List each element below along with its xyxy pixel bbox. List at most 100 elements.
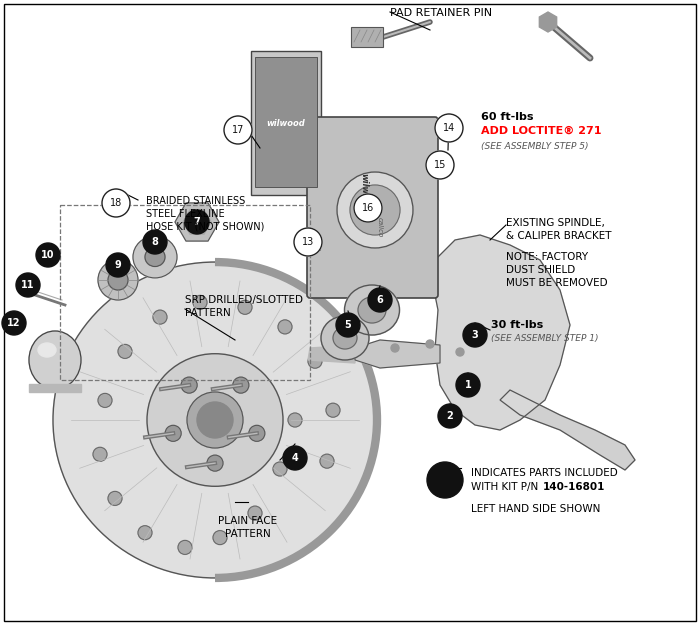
Circle shape	[185, 210, 209, 234]
Circle shape	[178, 541, 192, 554]
Circle shape	[273, 462, 287, 476]
Text: 15: 15	[434, 160, 446, 170]
Circle shape	[354, 194, 382, 222]
Text: 9: 9	[115, 260, 121, 270]
Circle shape	[224, 116, 252, 144]
Circle shape	[426, 151, 454, 179]
Ellipse shape	[133, 236, 177, 278]
Text: 17: 17	[232, 125, 244, 135]
Text: 11: 11	[21, 280, 35, 290]
Circle shape	[233, 377, 249, 393]
Circle shape	[143, 230, 167, 254]
Circle shape	[16, 273, 40, 297]
Circle shape	[463, 323, 487, 347]
Circle shape	[435, 114, 463, 142]
Circle shape	[106, 253, 130, 277]
Text: 18: 18	[110, 198, 122, 208]
Ellipse shape	[147, 354, 283, 486]
Text: 8: 8	[152, 237, 158, 247]
Circle shape	[248, 506, 262, 520]
Ellipse shape	[321, 316, 369, 360]
Ellipse shape	[333, 327, 357, 349]
FancyBboxPatch shape	[255, 57, 317, 187]
Text: 16: 16	[362, 203, 374, 213]
Circle shape	[238, 300, 252, 314]
Circle shape	[213, 531, 227, 544]
Polygon shape	[500, 390, 635, 470]
Circle shape	[36, 243, 60, 267]
Text: 13: 13	[302, 237, 314, 247]
FancyBboxPatch shape	[251, 51, 321, 195]
Text: 2: 2	[447, 411, 454, 421]
Circle shape	[438, 404, 462, 428]
Text: wilwood: wilwood	[360, 173, 368, 211]
Circle shape	[426, 340, 434, 348]
Circle shape	[98, 393, 112, 408]
Ellipse shape	[29, 331, 81, 389]
Circle shape	[350, 185, 400, 235]
Text: 5: 5	[344, 320, 351, 330]
Circle shape	[433, 468, 457, 492]
Text: 3: 3	[472, 330, 478, 340]
Circle shape	[193, 296, 207, 309]
FancyBboxPatch shape	[351, 27, 383, 47]
Text: BRAIDED STAINLESS
STEEL FLEXLINE
HOSE KIT (NOT SHOWN): BRAIDED STAINLESS STEEL FLEXLINE HOSE KI…	[146, 196, 265, 232]
Text: LEFT HAND SIDE SHOWN: LEFT HAND SIDE SHOWN	[471, 504, 601, 514]
Circle shape	[368, 288, 392, 312]
FancyBboxPatch shape	[307, 117, 438, 298]
Bar	[60, 205, 310, 380]
Circle shape	[308, 354, 322, 368]
Text: NOTE: FACTORY
DUST SHIELD
MUST BE REMOVED: NOTE: FACTORY DUST SHIELD MUST BE REMOVE…	[506, 252, 608, 288]
Polygon shape	[183, 210, 211, 234]
Circle shape	[153, 310, 167, 324]
Text: 14: 14	[443, 123, 455, 133]
Circle shape	[2, 311, 26, 335]
Polygon shape	[175, 203, 219, 241]
Circle shape	[118, 344, 132, 358]
Polygon shape	[539, 12, 556, 32]
Circle shape	[165, 426, 181, 441]
Circle shape	[207, 455, 223, 471]
Circle shape	[197, 402, 233, 438]
Circle shape	[427, 462, 463, 498]
Text: (SEE ASSEMBLY STEP 5): (SEE ASSEMBLY STEP 5)	[481, 142, 589, 151]
Circle shape	[98, 260, 138, 300]
Circle shape	[102, 189, 130, 217]
Circle shape	[288, 413, 302, 427]
Circle shape	[248, 426, 265, 441]
Circle shape	[93, 448, 107, 461]
Ellipse shape	[53, 262, 377, 578]
Bar	[29, 384, 81, 392]
Text: wilwood: wilwood	[267, 119, 305, 127]
Circle shape	[108, 270, 128, 290]
Circle shape	[391, 344, 399, 352]
Polygon shape	[430, 235, 570, 430]
Ellipse shape	[145, 248, 165, 266]
Circle shape	[283, 446, 307, 470]
Circle shape	[337, 172, 413, 248]
Text: 4: 4	[292, 453, 298, 463]
Ellipse shape	[358, 297, 386, 323]
Ellipse shape	[344, 285, 400, 335]
Ellipse shape	[38, 343, 56, 357]
Circle shape	[320, 454, 334, 468]
Circle shape	[187, 392, 243, 448]
Text: SRP DRILLED/SLOTTED
PATTERN: SRP DRILLED/SLOTTED PATTERN	[185, 295, 303, 318]
Circle shape	[294, 228, 322, 256]
Polygon shape	[308, 345, 355, 363]
Circle shape	[138, 526, 152, 540]
Text: 60 ft-lbs: 60 ft-lbs	[481, 112, 533, 122]
Circle shape	[456, 348, 464, 356]
Text: 140-16801: 140-16801	[543, 482, 606, 492]
Text: 30 ft-lbs: 30 ft-lbs	[491, 320, 543, 330]
Text: PAD RETAINER PIN: PAD RETAINER PIN	[390, 8, 492, 18]
Polygon shape	[355, 340, 440, 368]
Text: WITH KIT P/N: WITH KIT P/N	[471, 482, 542, 492]
Text: 1: 1	[465, 380, 471, 390]
Text: calico: calico	[377, 217, 383, 237]
Text: PLAIN FACE
PATTERN: PLAIN FACE PATTERN	[218, 516, 278, 539]
Circle shape	[456, 373, 480, 397]
Text: EXISTING SPINDLE,
& CALIPER BRACKET: EXISTING SPINDLE, & CALIPER BRACKET	[506, 218, 612, 241]
Text: (SEE ASSEMBLY STEP 1): (SEE ASSEMBLY STEP 1)	[491, 334, 598, 343]
Text: 7: 7	[194, 217, 200, 227]
